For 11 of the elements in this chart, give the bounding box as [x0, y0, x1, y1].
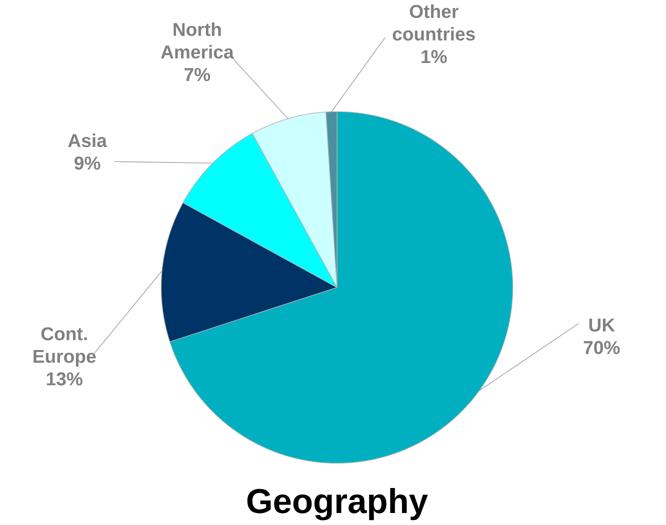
slice-label: North America [160, 22, 234, 59]
slice-label: Other countries [392, 4, 475, 41]
slice-label: Asia [68, 134, 108, 148]
slice-label: Cont. Europe [34, 327, 96, 367]
data-label: 1% [422, 50, 447, 64]
data-label: 70% [584, 341, 620, 354]
slice-label: UK [589, 318, 615, 332]
data-label: 13% [46, 372, 82, 386]
data-label: 7% [184, 68, 210, 82]
data-label: 9% [74, 156, 100, 170]
text: Geography [247, 488, 428, 520]
